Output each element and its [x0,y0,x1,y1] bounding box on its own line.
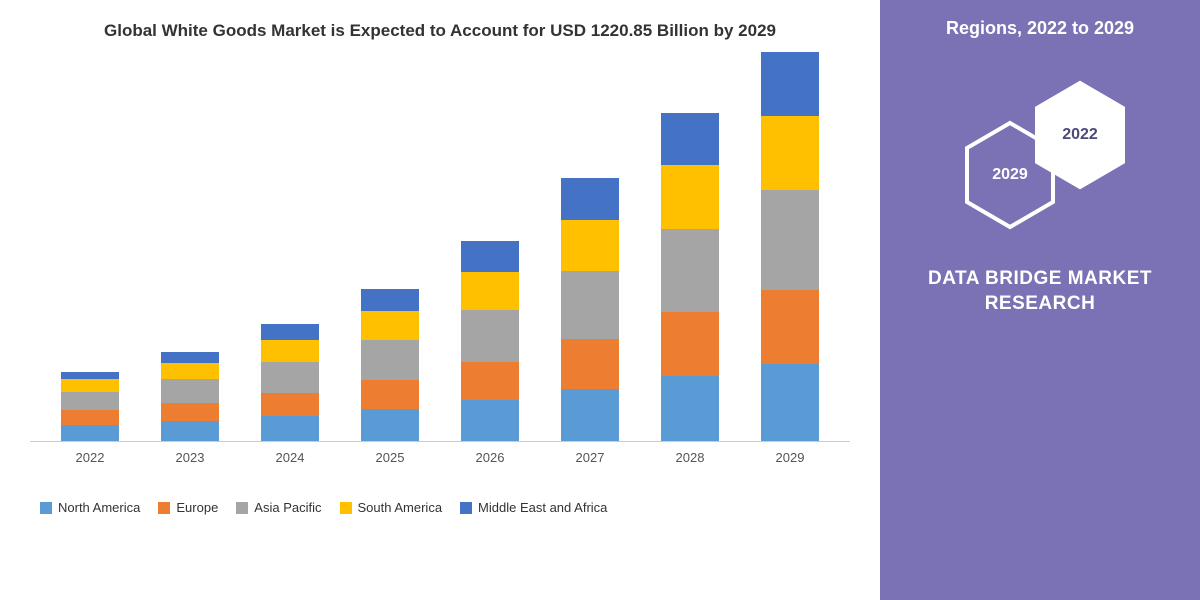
segment-north-america [661,376,719,441]
segment-middle-east-and-africa [761,52,819,115]
segment-north-america [161,421,219,441]
legend-swatch [236,502,248,514]
bar-2024 [245,324,335,441]
segment-asia-pacific [461,310,519,363]
legend-item: North America [40,500,140,515]
chart-panel: Global White Goods Market is Expected to… [0,0,880,600]
chart-area: 2022 2023 2024 2025 2026 2027 2028 2029 [30,52,850,482]
segment-south-america [61,379,119,392]
side-panel-title: Regions, 2022 to 2029 [946,18,1134,39]
x-axis-labels: 2022 2023 2024 2025 2026 2027 2028 2029 [30,442,850,465]
segment-south-america [361,311,419,340]
segment-europe [161,403,219,421]
segment-south-america [261,340,319,362]
segment-europe [761,290,819,364]
side-panel: Regions, 2022 to 2029 2029 2022 DATA BRID… [880,0,1200,600]
segment-asia-pacific [361,340,419,380]
segment-north-america [461,400,519,441]
bar-stack [761,52,819,441]
segment-asia-pacific [261,362,319,393]
legend-item: Middle East and Africa [460,500,607,515]
bar-stack [461,241,519,441]
bar-2026 [445,241,535,441]
chart-legend: North America Europe Asia Pacific South Ame… [30,500,850,515]
segment-asia-pacific [61,392,119,410]
legend-label: Asia Pacific [254,500,321,515]
brand-line-2: RESEARCH [928,292,1152,317]
legend-label: Middle East and Africa [478,500,607,515]
legend-label: North America [58,500,140,515]
segment-north-america [361,409,419,441]
legend-swatch [460,502,472,514]
brand-line-1: DATA BRIDGE MARKET [928,267,1152,292]
segment-middle-east-and-africa [561,178,619,220]
segment-north-america [761,364,819,441]
segment-south-america [561,220,619,271]
legend-swatch [340,502,352,514]
hexagon-label: 2029 [992,166,1028,184]
segment-asia-pacific [561,271,619,339]
bars-container [30,52,850,442]
chart-title: Global White Goods Market is Expected to… [30,20,850,42]
x-label: 2028 [645,450,735,465]
hexagon-label: 2022 [1062,126,1098,144]
segment-south-america [461,272,519,310]
legend-item: Europe [158,500,218,515]
bar-stack [161,352,219,441]
segment-south-america [761,116,819,190]
bar-2025 [345,289,435,441]
legend-label: South America [358,500,443,515]
bar-2028 [645,113,735,441]
x-label: 2024 [245,450,335,465]
hexagon-icon: 2022 [1030,79,1130,191]
segment-europe [561,339,619,389]
legend-label: Europe [176,500,218,515]
bar-stack [561,178,619,441]
x-label: 2029 [745,450,835,465]
segment-europe [261,393,319,416]
segment-north-america [561,389,619,442]
bar-stack [261,324,319,441]
bar-stack [661,113,719,441]
bar-stack [61,372,119,441]
segment-middle-east-and-africa [261,324,319,340]
bar-2029 [745,52,835,441]
segment-europe [361,380,419,409]
legend-swatch [40,502,52,514]
segment-asia-pacific [161,379,219,403]
bar-2022 [45,372,135,441]
hexagon-graphic: 2029 2022 [940,69,1140,239]
segment-middle-east-and-africa [461,241,519,272]
x-label: 2022 [45,450,135,465]
legend-item: South America [340,500,443,515]
x-label: 2025 [345,450,435,465]
brand-name: DATA BRIDGE MARKET RESEARCH [928,267,1152,316]
segment-middle-east-and-africa [661,113,719,166]
segment-middle-east-and-africa [61,372,119,379]
bar-2027 [545,178,635,441]
segment-middle-east-and-africa [361,289,419,312]
legend-swatch [158,502,170,514]
segment-middle-east-and-africa [161,352,219,363]
segment-europe [461,362,519,400]
x-label: 2023 [145,450,235,465]
legend-item: Asia Pacific [236,500,321,515]
segment-europe [61,410,119,425]
segment-south-america [661,165,719,228]
bar-stack [361,289,419,441]
segment-north-america [261,416,319,441]
segment-north-america [61,425,119,441]
x-label: 2026 [445,450,535,465]
bar-2023 [145,352,235,441]
segment-europe [661,312,719,375]
segment-asia-pacific [661,229,719,312]
segment-asia-pacific [761,190,819,290]
segment-south-america [161,363,219,379]
x-label: 2027 [545,450,635,465]
